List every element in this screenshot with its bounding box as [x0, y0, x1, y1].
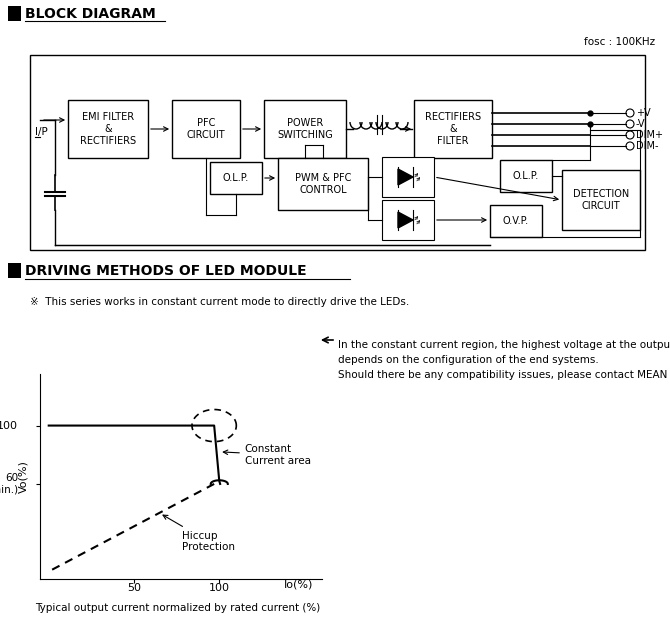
- Text: PWM & PFC
CONTROL: PWM & PFC CONTROL: [295, 173, 351, 195]
- Bar: [278, 158, 368, 210]
- Text: POWER
SWITCHING: POWER SWITCHING: [277, 118, 333, 140]
- Bar: [210, 162, 262, 194]
- Text: PFC
CIRCUIT: PFC CIRCUIT: [187, 118, 225, 140]
- Bar: [490, 205, 542, 237]
- Text: 60
(min.): 60 (min.): [0, 473, 18, 495]
- Text: Io(%): Io(%): [283, 579, 313, 590]
- Polygon shape: [398, 169, 413, 185]
- Text: DIM+: DIM+: [636, 130, 663, 140]
- Text: fosc : 100KHz: fosc : 100KHz: [584, 37, 655, 47]
- Text: 100: 100: [0, 420, 18, 431]
- Bar: [8, 263, 21, 278]
- Text: -V: -V: [636, 119, 645, 129]
- Text: I/P: I/P: [35, 127, 48, 137]
- Text: In the constant current region, the highest voltage at the output of the driver: In the constant current region, the high…: [338, 340, 670, 350]
- Circle shape: [626, 131, 634, 139]
- Bar: [68, 100, 148, 158]
- Text: Should there be any compatibility issues, please contact MEAN WELL.: Should there be any compatibility issues…: [338, 370, 670, 380]
- Bar: [382, 157, 434, 197]
- Y-axis label: Vo(%): Vo(%): [18, 460, 28, 493]
- Text: EMI FILTER
&
RECTIFIERS: EMI FILTER & RECTIFIERS: [80, 111, 136, 147]
- Text: O.L.P.: O.L.P.: [223, 173, 249, 183]
- Bar: [500, 160, 552, 192]
- Text: BLOCK DIAGRAM: BLOCK DIAGRAM: [25, 7, 155, 21]
- Circle shape: [626, 109, 634, 117]
- Text: RECTIFIERS
&
FILTER: RECTIFIERS & FILTER: [425, 111, 481, 147]
- Bar: [8, 6, 21, 21]
- Circle shape: [626, 142, 634, 150]
- Bar: [30, 55, 645, 250]
- Bar: [172, 100, 240, 158]
- Text: DRIVING METHODS OF LED MODULE: DRIVING METHODS OF LED MODULE: [25, 264, 307, 278]
- Bar: [264, 100, 346, 158]
- Polygon shape: [398, 212, 413, 228]
- Text: 50: 50: [127, 583, 141, 593]
- Text: O.V.P.: O.V.P.: [503, 216, 529, 226]
- Text: O.L.P.: O.L.P.: [513, 171, 539, 181]
- Text: depends on the configuration of the end systems.: depends on the configuration of the end …: [338, 355, 599, 365]
- Text: +V: +V: [636, 108, 651, 118]
- Text: Constant
Current area: Constant Current area: [223, 444, 311, 465]
- Text: Hiccup
Protection: Hiccup Protection: [163, 515, 234, 552]
- Text: Typical output current normalized by rated current (%): Typical output current normalized by rat…: [35, 603, 320, 613]
- Text: DETECTION
CIRCUIT: DETECTION CIRCUIT: [573, 189, 629, 211]
- Text: DIM-: DIM-: [636, 141, 659, 151]
- Text: ※  This series works in constant current mode to directly drive the LEDs.: ※ This series works in constant current …: [30, 297, 409, 307]
- Text: 100: 100: [209, 583, 230, 593]
- Bar: [382, 200, 434, 240]
- Bar: [414, 100, 492, 158]
- Bar: [562, 170, 640, 230]
- Circle shape: [626, 120, 634, 128]
